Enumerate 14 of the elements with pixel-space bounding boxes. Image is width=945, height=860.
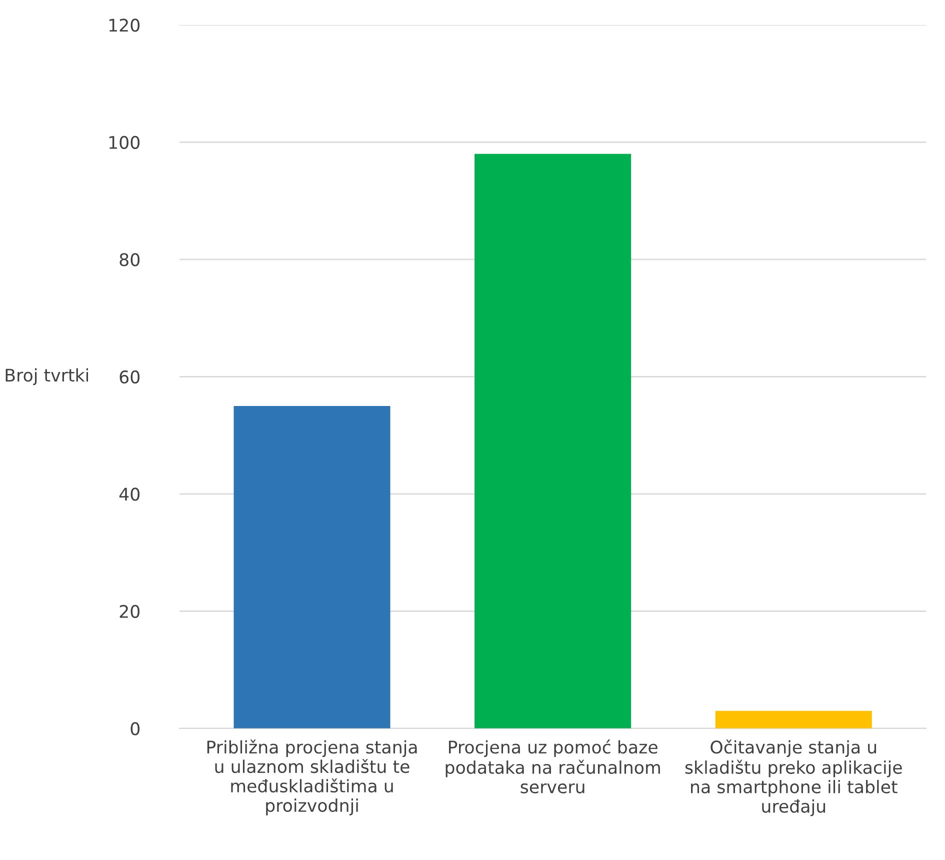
y-axis-title: Broj tvrtki (6, 368, 88, 386)
bar (234, 406, 390, 728)
x-tick-label: Očitavanje stanja u skladištu preko aplikacije na smartphone ili tablet uređaju (685, 740, 902, 816)
y-tick-label: 80 (120, 253, 140, 266)
y-tick-label: 40 (119, 488, 140, 501)
y-tick-label: 0 (130, 722, 140, 736)
bar (474, 154, 632, 728)
y-tick-label: 100 (109, 136, 140, 150)
x-tick-label: Procjena uz pomoć baze podataka na računalnom serveru (446, 740, 660, 794)
x-tick-label: Približna procjena stanja u ulaznom skladištu te međuskladištima u proizvodnji (207, 740, 417, 816)
y-tick-label: 60 (120, 370, 140, 384)
y-tick-label: 120 (109, 18, 140, 32)
y-tick-label: 20 (120, 604, 140, 618)
bar (715, 710, 872, 728)
